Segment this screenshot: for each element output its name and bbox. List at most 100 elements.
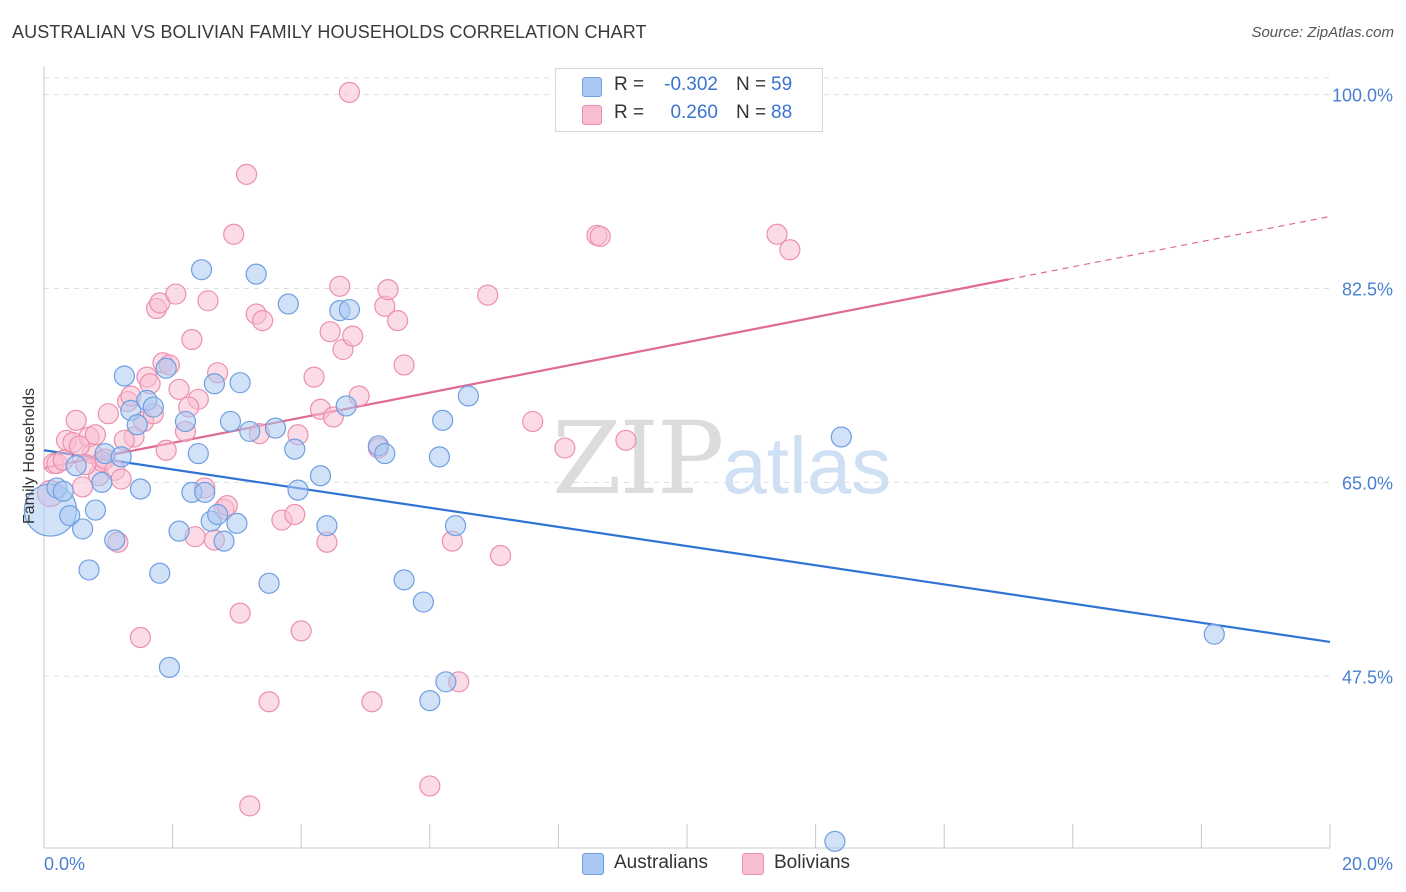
australians-point	[419, 690, 441, 712]
australians-point	[309, 465, 332, 487]
bolivians-point	[489, 544, 512, 567]
bolivians-point	[303, 366, 325, 388]
bolivians-point	[165, 283, 187, 305]
bolivians-point	[290, 620, 312, 642]
y-tick-label: 65.0%	[1342, 473, 1393, 493]
legend-n-value: 88	[771, 102, 793, 123]
australians-point	[65, 455, 87, 477]
bolivians-point	[229, 602, 251, 624]
bolivians-point	[329, 275, 351, 297]
bolivians-point	[258, 691, 280, 713]
legend-n-label: N =	[736, 102, 767, 123]
australians-point	[457, 385, 479, 407]
bolivians-point	[181, 328, 203, 351]
bolivians-point	[84, 424, 107, 446]
bolivians-point	[615, 429, 637, 451]
australians-point	[91, 471, 113, 493]
bolivians-point	[393, 354, 415, 376]
australians-point	[126, 414, 148, 436]
bolivians-point	[766, 223, 788, 245]
bolivians-point	[361, 691, 383, 713]
watermark-atlas: atlas	[722, 421, 892, 510]
watermark-zip: ZIP	[552, 400, 724, 517]
bolivians-point	[129, 626, 152, 649]
trend-line-dashed	[1008, 215, 1331, 280]
bolivians-trend	[43, 215, 1331, 470]
legend-r-value: 0.260	[670, 102, 718, 123]
bolivians-point	[239, 795, 261, 817]
trend-line-solid	[43, 449, 1331, 644]
australians-points	[23, 259, 1225, 852]
australians-point	[226, 512, 248, 534]
australians-point	[412, 591, 434, 613]
stats-legend: R = -0.302 N = 59 R = 0.260 N = 88	[555, 68, 823, 132]
bolivians-point	[419, 775, 441, 797]
australians-trend	[43, 449, 1331, 644]
australians-point	[258, 572, 280, 594]
australians-point	[158, 656, 180, 679]
bolivians-point	[149, 292, 171, 314]
bolivians-point	[65, 409, 87, 431]
bolivians-point	[168, 378, 190, 400]
bolivians-point	[223, 223, 245, 245]
legend-swatch-bolivians	[582, 105, 602, 125]
australians-point	[374, 442, 396, 465]
australians-point	[1203, 623, 1225, 645]
australians-point	[52, 480, 74, 502]
bolivians-point	[284, 503, 306, 526]
australians-point	[338, 298, 361, 321]
australians-point	[155, 357, 177, 379]
legend-swatch-australians	[582, 77, 602, 97]
australians-point	[432, 409, 454, 431]
australians-point	[444, 514, 467, 537]
australians-point	[59, 505, 81, 527]
y-tick-label: 47.5%	[1342, 667, 1393, 687]
australians-point	[428, 446, 451, 468]
australians-point	[335, 395, 357, 417]
bolivians-points	[36, 81, 801, 817]
australians-point	[168, 520, 190, 542]
australians-point	[149, 562, 171, 584]
bolivians-point	[338, 81, 361, 104]
australians-point	[219, 410, 242, 433]
australians-point	[78, 559, 100, 581]
bottom-legend-label: Bolivians	[774, 852, 851, 873]
bottom-legend-label: Australians	[614, 852, 708, 873]
legend-n-label: N =	[736, 74, 767, 95]
bolivians-point	[110, 468, 132, 490]
bolivians-point	[235, 163, 258, 185]
australians-point	[129, 478, 152, 500]
legend-n-value: 59	[771, 74, 793, 95]
legend-r-label: R =	[614, 74, 645, 95]
bolivians-point	[155, 439, 177, 461]
australians-point	[229, 372, 251, 394]
tick-labels: 100.0% 82.5% 65.0% 47.5% 0.0% 20.0%	[44, 86, 1393, 874]
australians-point	[435, 671, 457, 693]
bolivians-point	[97, 403, 119, 425]
legend-r-value: -0.302	[664, 74, 718, 95]
australians-point	[84, 499, 107, 521]
bottom-legend-swatch-bolivians	[742, 853, 764, 875]
australians-point	[113, 365, 135, 387]
australians-point	[316, 514, 338, 537]
australians-point	[287, 479, 309, 501]
x-tick-label: 20.0%	[1342, 854, 1393, 874]
bolivians-point	[387, 310, 409, 332]
australians-point	[245, 263, 267, 285]
zipatlas-watermark: ZIPatlas	[552, 400, 891, 517]
y-axis-label: Family Households	[21, 388, 38, 524]
legend-r-label: R =	[614, 102, 645, 123]
bolivians-point	[477, 284, 499, 306]
australians-point	[393, 569, 415, 591]
axes	[43, 66, 1331, 849]
trend-line-solid	[43, 278, 1009, 470]
australians-point	[213, 530, 235, 552]
australians-point	[264, 417, 287, 439]
x-tick-label: 0.0%	[44, 854, 85, 874]
australians-point	[207, 503, 229, 526]
bolivians-point	[554, 437, 576, 459]
y-tick-label: 82.5%	[1342, 280, 1393, 300]
y-tick-label: 100.0%	[1332, 86, 1393, 106]
bolivians-point	[68, 435, 90, 457]
